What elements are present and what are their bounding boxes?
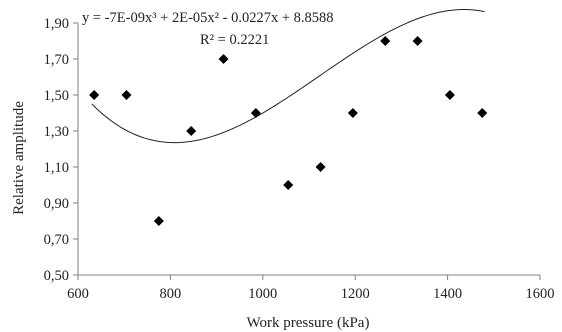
- x-tick-label: 1600: [526, 286, 555, 302]
- x-tick-label: 1200: [341, 286, 370, 302]
- x-tick-label: 600: [67, 286, 89, 302]
- x-tick-label: 1400: [433, 286, 462, 302]
- data-point: [347, 108, 358, 118]
- y-axis-title: Relative amplitude: [11, 101, 27, 215]
- y-tick-label: 1,30: [44, 124, 69, 140]
- axes: [77, 23, 540, 276]
- data-point: [153, 216, 164, 226]
- data-point: [186, 126, 197, 136]
- x-axis-ticks: 600 800 1000 1200 1400 1600: [67, 275, 555, 302]
- data-point: [315, 162, 326, 172]
- data-point: [218, 54, 229, 64]
- data-point: [380, 36, 391, 46]
- y-axis-ticks: 0,50 0,70 0,90 1,10 1,30 1,50 1,70 1,90: [44, 16, 78, 284]
- y-tick-label: 0,70: [44, 232, 69, 248]
- y-tick-label: 0,90: [44, 196, 69, 212]
- data-point: [250, 108, 261, 118]
- trendline-r-squared: R² = 0.2221: [200, 32, 269, 48]
- data-point: [444, 90, 455, 100]
- x-tick-label: 1000: [248, 286, 277, 302]
- y-tick-label: 1,10: [44, 160, 69, 176]
- data-point: [283, 180, 294, 190]
- x-axis-title: Work pressure (kPa): [247, 315, 370, 331]
- data-point: [89, 90, 100, 100]
- y-tick-label: 0,50: [44, 268, 69, 284]
- x-tick-label: 800: [160, 286, 182, 302]
- trendline-equation: y = -7E-09x³ + 2E-05x² - 0.0227x + 8.858…: [82, 10, 334, 26]
- data-point: [477, 108, 488, 118]
- trendline: [91, 9, 485, 144]
- data-points: [89, 36, 488, 226]
- data-point: [121, 90, 132, 100]
- y-tick-label: 1,50: [44, 88, 69, 104]
- y-tick-label: 1,70: [44, 52, 69, 68]
- data-point: [412, 36, 423, 46]
- y-tick-label: 1,90: [44, 16, 69, 32]
